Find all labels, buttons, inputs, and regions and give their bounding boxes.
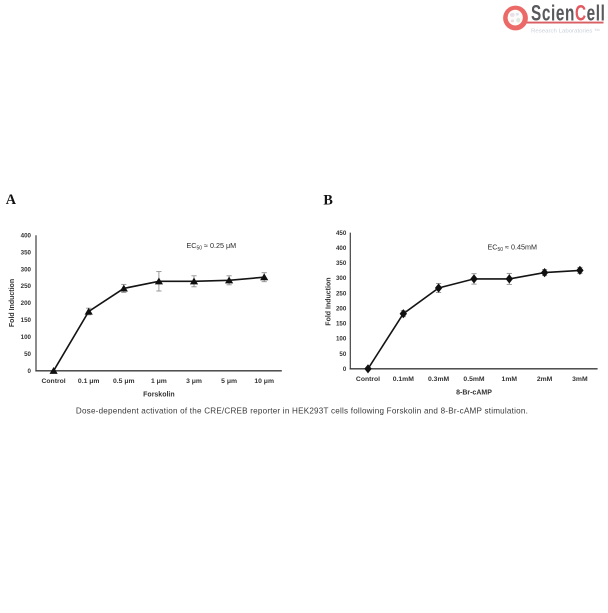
svg-text:200: 200 <box>21 300 32 307</box>
svg-text:B: B <box>323 192 333 208</box>
svg-text:0.1 μm: 0.1 μm <box>78 378 100 385</box>
svg-text:250: 250 <box>21 283 32 290</box>
svg-text:100: 100 <box>21 334 32 341</box>
svg-text:2mM: 2mM <box>537 376 553 383</box>
svg-text:Fold Induction: Fold Induction <box>9 279 16 327</box>
svg-text:1mM: 1mM <box>502 376 518 383</box>
svg-text:150: 150 <box>336 321 347 328</box>
svg-text:50: 50 <box>339 351 346 358</box>
svg-text:0.5mM: 0.5mM <box>463 376 484 383</box>
svg-text:0.3mM: 0.3mM <box>428 376 449 383</box>
svg-text:Fold Induction: Fold Induction <box>325 277 332 325</box>
svg-text:EC50 ≈ 0.45mM: EC50 ≈ 0.45mM <box>488 242 537 253</box>
svg-text:0.1mM: 0.1mM <box>393 376 414 383</box>
svg-text:400: 400 <box>336 245 347 252</box>
svg-text:50: 50 <box>24 351 31 358</box>
svg-text:200: 200 <box>336 306 347 313</box>
svg-text:250: 250 <box>336 290 347 297</box>
svg-text:350: 350 <box>336 260 347 267</box>
svg-text:350: 350 <box>21 249 32 256</box>
svg-text:EC50 ≈ 0.25 μM: EC50 ≈ 0.25 μM <box>187 241 237 252</box>
svg-text:150: 150 <box>21 317 32 324</box>
svg-text:3mM: 3mM <box>572 376 588 383</box>
svg-text:Dose-dependent activation of t: Dose-dependent activation of the CRE/CRE… <box>76 406 528 415</box>
svg-text:300: 300 <box>336 275 347 282</box>
svg-text:Forskolin: Forskolin <box>143 392 175 399</box>
svg-text:0: 0 <box>343 366 347 373</box>
svg-text:1 μm: 1 μm <box>151 378 167 385</box>
svg-text:8-Br-cAMP: 8-Br-cAMP <box>456 390 492 397</box>
svg-text:Research Laboratories ™: Research Laboratories ™ <box>531 29 600 35</box>
svg-text:Control: Control <box>42 378 66 385</box>
svg-text:300: 300 <box>21 266 32 273</box>
svg-text:3 μm: 3 μm <box>186 378 202 385</box>
svg-text:Control: Control <box>356 376 380 383</box>
svg-text:ScienCell: ScienCell <box>531 2 606 26</box>
svg-text:100: 100 <box>336 336 347 343</box>
svg-text:10 μm: 10 μm <box>254 378 274 385</box>
svg-text:0.5 μm: 0.5 μm <box>113 378 135 385</box>
svg-text:0: 0 <box>28 368 32 375</box>
svg-text:450: 450 <box>336 230 347 237</box>
svg-text:A: A <box>6 192 17 208</box>
svg-text:5 μm: 5 μm <box>221 378 237 385</box>
svg-text:400: 400 <box>21 232 32 239</box>
